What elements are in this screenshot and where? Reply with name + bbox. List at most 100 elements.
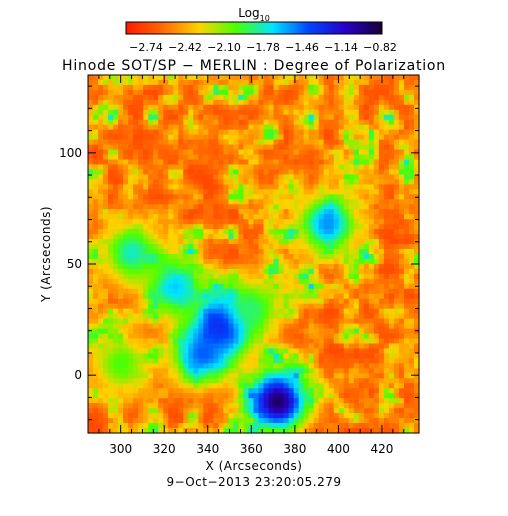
heatmap-cell (323, 119, 330, 126)
heatmap-cell (383, 373, 390, 379)
heatmap-cell (333, 154, 340, 161)
heatmap-cell (173, 189, 179, 195)
heatmap-cell (158, 413, 164, 419)
heatmap-cell (283, 214, 290, 220)
heatmap-cell (348, 234, 355, 240)
heatmap-cell (343, 189, 350, 195)
heatmap-cell (328, 413, 335, 419)
heatmap-cell (243, 348, 250, 355)
heatmap-cell (228, 169, 235, 176)
heatmap-cell (163, 169, 169, 176)
heatmap-cell (143, 194, 149, 200)
heatmap-cell (248, 194, 255, 200)
heatmap-cell (143, 338, 149, 345)
heatmap-cell (363, 99, 370, 106)
heatmap-cell (308, 89, 315, 96)
heatmap-cell (198, 144, 204, 151)
heatmap-cell (403, 224, 410, 230)
heatmap-cell (358, 149, 365, 156)
heatmap-cell (253, 408, 260, 414)
heatmap-cell (283, 209, 290, 215)
heatmap-cell (358, 209, 365, 215)
heatmap-cell (268, 134, 275, 141)
heatmap-cell (333, 393, 340, 399)
heatmap-cell (308, 398, 315, 404)
heatmap-cell (308, 75, 315, 81)
heatmap-cell (413, 99, 420, 106)
heatmap-cell (308, 119, 315, 126)
heatmap-cell (283, 84, 290, 91)
heatmap-cell (368, 169, 375, 176)
heatmap-cell (143, 164, 149, 171)
heatmap-cell (268, 343, 275, 350)
heatmap-cell (118, 89, 124, 96)
heatmap-cell (373, 373, 380, 379)
heatmap-cell (308, 164, 315, 171)
heatmap-cell (158, 134, 164, 141)
heatmap-cell (323, 428, 330, 434)
heatmap-cell (128, 189, 134, 195)
heatmap-cell (263, 124, 270, 131)
heatmap-cell (253, 418, 260, 424)
heatmap-cell (293, 199, 300, 205)
heatmap-cell (138, 144, 144, 151)
heatmap-cell (88, 263, 94, 270)
heatmap-cell (343, 164, 350, 171)
heatmap-cell (178, 398, 184, 404)
heatmap-cell (133, 164, 139, 171)
heatmap-cell (188, 124, 194, 131)
heatmap-cell (203, 403, 209, 409)
heatmap-cell (223, 249, 230, 255)
heatmap-cell (158, 283, 164, 290)
heatmap-cell (363, 303, 370, 310)
heatmap-cell (283, 194, 290, 200)
heatmap-cell (393, 378, 400, 384)
heatmap-cell (98, 353, 104, 360)
heatmap-cell (193, 109, 199, 116)
heatmap-cell (378, 159, 385, 166)
heatmap-cell (173, 149, 179, 156)
heatmap-cell (108, 249, 114, 255)
heatmap-cell (263, 144, 270, 151)
heatmap-cell (313, 89, 320, 96)
heatmap-cell (403, 189, 410, 195)
heatmap-cell (258, 268, 265, 275)
heatmap-cell (333, 214, 340, 220)
heatmap-cell (268, 428, 275, 434)
heatmap-cell (368, 174, 375, 181)
heatmap-cell (293, 174, 300, 181)
heatmap-cell (283, 413, 290, 419)
heatmap-cell (198, 383, 204, 389)
heatmap-cell (273, 169, 280, 176)
heatmap-cell (188, 224, 194, 230)
heatmap-cell (223, 189, 230, 195)
heatmap-cell (413, 268, 420, 275)
heatmap-cell (303, 278, 310, 285)
heatmap-cell (293, 229, 300, 235)
heatmap-cell (188, 154, 194, 161)
heatmap-cell (238, 199, 245, 205)
heatmap-cell (333, 328, 340, 335)
heatmap-cell (308, 303, 315, 310)
heatmap-cell (413, 129, 420, 136)
heatmap-cell (208, 343, 214, 350)
heatmap-cell (183, 418, 189, 424)
heatmap-cell (263, 408, 270, 414)
heatmap-cell (353, 129, 360, 136)
heatmap-cell (393, 139, 400, 146)
heatmap-cell (248, 144, 255, 151)
heatmap-cell (178, 278, 184, 285)
heatmap-cell (203, 423, 209, 429)
heatmap-cell (148, 363, 154, 369)
heatmap-cell (163, 189, 169, 195)
heatmap-cell (128, 99, 134, 106)
heatmap-cell (393, 313, 400, 320)
heatmap-cell (368, 124, 375, 131)
heatmap-cell (308, 154, 315, 161)
heatmap-cell (203, 154, 209, 161)
heatmap-cell (193, 104, 199, 111)
heatmap-cell (283, 268, 290, 275)
heatmap-cell (213, 323, 219, 330)
heatmap-cell (118, 293, 124, 300)
heatmap-cell (378, 388, 385, 394)
